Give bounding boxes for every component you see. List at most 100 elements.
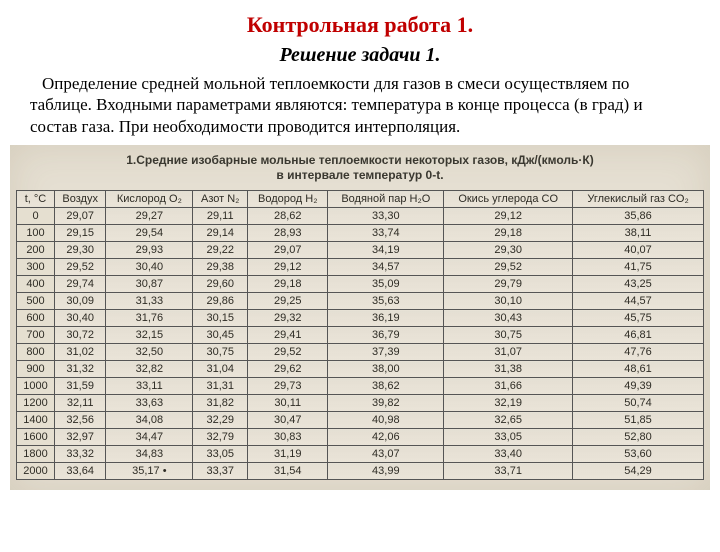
table-row: 40029,7430,8729,6029,1835,0929,7943,25 [17, 276, 704, 293]
table-row: 200033,6435,17 •33,3731,5443,9933,7154,2… [17, 463, 704, 480]
table-row: 20029,3029,9329,2229,0734,1929,3040,07 [17, 242, 704, 259]
page-title: Контрольная работа 1. [0, 12, 720, 38]
cell-temp: 2000 [17, 463, 55, 480]
cell-value: 29,54 [106, 225, 193, 242]
cell-value: 29,38 [193, 259, 248, 276]
cell-value: 31,54 [248, 463, 328, 480]
cell-value: 35,86 [573, 208, 704, 225]
cell-value: 33,32 [55, 446, 106, 463]
cell-value: 29,25 [248, 293, 328, 310]
table-row: 60030,4031,7630,1529,3236,1930,4345,75 [17, 310, 704, 327]
cell-value: 31,02 [55, 344, 106, 361]
cell-value: 29,52 [248, 344, 328, 361]
cell-temp: 200 [17, 242, 55, 259]
cell-value: 31,19 [248, 446, 328, 463]
table-row: 10029,1529,5429,1428,9333,7429,1838,11 [17, 225, 704, 242]
cell-value: 37,39 [328, 344, 444, 361]
table-header-row: t, °C Воздух Кислород O₂ Азот N₂ Водород… [17, 190, 704, 207]
cell-value: 31,66 [444, 378, 573, 395]
cell-value: 42,06 [328, 429, 444, 446]
cell-temp: 1200 [17, 395, 55, 412]
cell-value: 36,79 [328, 327, 444, 344]
cell-value: 29,07 [55, 208, 106, 225]
cell-value: 34,08 [106, 412, 193, 429]
cell-value: 29,22 [193, 242, 248, 259]
cell-value: 30,09 [55, 293, 106, 310]
table-row: 100031,5933,1131,3129,7338,6231,6649,39 [17, 378, 704, 395]
cell-value: 30,40 [55, 310, 106, 327]
cell-temp: 800 [17, 344, 55, 361]
cell-value: 33,74 [328, 225, 444, 242]
cell-temp: 600 [17, 310, 55, 327]
cell-value: 29,62 [248, 361, 328, 378]
cell-value: 38,11 [573, 225, 704, 242]
table-row: 30029,5230,4029,3829,1234,5729,5241,75 [17, 259, 704, 276]
cell-value: 30,83 [248, 429, 328, 446]
cell-value: 43,99 [328, 463, 444, 480]
cell-value: 49,39 [573, 378, 704, 395]
col-o2: Кислород O₂ [106, 190, 193, 207]
table-row: 140032,5634,0832,2930,4740,9832,6551,85 [17, 412, 704, 429]
col-air: Воздух [55, 190, 106, 207]
cell-value: 32,15 [106, 327, 193, 344]
cell-value: 31,33 [106, 293, 193, 310]
cell-value: 51,85 [573, 412, 704, 429]
cell-value: 34,19 [328, 242, 444, 259]
cell-value: 31,82 [193, 395, 248, 412]
cell-temp: 100 [17, 225, 55, 242]
cell-value: 33,64 [55, 463, 106, 480]
table-title-line1: 1.Средние изобарные мольные теплоемкости… [126, 153, 594, 167]
cell-value: 30,43 [444, 310, 573, 327]
col-co: Окись углерода CO [444, 190, 573, 207]
cell-value: 30,10 [444, 293, 573, 310]
col-h2: Водород H₂ [248, 190, 328, 207]
cell-value: 33,37 [193, 463, 248, 480]
table-row: 80031,0232,5030,7529,5237,3931,0747,76 [17, 344, 704, 361]
table-title: 1.Средние изобарные мольные теплоемкости… [16, 151, 704, 190]
cell-value: 30,72 [55, 327, 106, 344]
cell-value: 29,32 [248, 310, 328, 327]
cell-value: 32,82 [106, 361, 193, 378]
cell-value: 29,11 [193, 208, 248, 225]
cell-value: 32,29 [193, 412, 248, 429]
cell-temp: 1800 [17, 446, 55, 463]
cell-value: 29,18 [444, 225, 573, 242]
cell-value: 30,75 [444, 327, 573, 344]
cell-value: 29,79 [444, 276, 573, 293]
cell-value: 29,12 [444, 208, 573, 225]
cell-value: 40,07 [573, 242, 704, 259]
cell-value: 30,87 [106, 276, 193, 293]
cell-value: 29,41 [248, 327, 328, 344]
cell-value: 29,86 [193, 293, 248, 310]
cell-value: 30,40 [106, 259, 193, 276]
cell-value: 38,00 [328, 361, 444, 378]
body-paragraph: Определение средней мольной теплоемкости… [0, 67, 720, 145]
cell-value: 29,14 [193, 225, 248, 242]
cell-value: 35,09 [328, 276, 444, 293]
cell-value: 31,04 [193, 361, 248, 378]
cell-temp: 300 [17, 259, 55, 276]
cell-value: 33,63 [106, 395, 193, 412]
cell-value: 35,17 • [106, 463, 193, 480]
cell-value: 29,93 [106, 242, 193, 259]
cell-value: 31,07 [444, 344, 573, 361]
cell-value: 29,18 [248, 276, 328, 293]
table-body: 029,0729,2729,1128,6233,3029,1235,861002… [17, 208, 704, 480]
cell-value: 30,47 [248, 412, 328, 429]
cell-value: 33,40 [444, 446, 573, 463]
cell-value: 29,60 [193, 276, 248, 293]
cell-value: 33,11 [106, 378, 193, 395]
cell-value: 32,50 [106, 344, 193, 361]
table-row: 70030,7232,1530,4529,4136,7930,7546,81 [17, 327, 704, 344]
heat-capacity-table: t, °C Воздух Кислород O₂ Азот N₂ Водород… [16, 190, 704, 480]
cell-value: 31,76 [106, 310, 193, 327]
cell-value: 53,60 [573, 446, 704, 463]
cell-value: 30,15 [193, 310, 248, 327]
cell-value: 41,75 [573, 259, 704, 276]
table-row: 160032,9734,4732,7930,8342,0633,0552,80 [17, 429, 704, 446]
cell-value: 47,76 [573, 344, 704, 361]
cell-temp: 0 [17, 208, 55, 225]
subtitle: Решение задачи 1. [0, 44, 720, 67]
cell-value: 33,05 [193, 446, 248, 463]
table-row: 120032,1133,6331,8230,1139,8232,1950,74 [17, 395, 704, 412]
